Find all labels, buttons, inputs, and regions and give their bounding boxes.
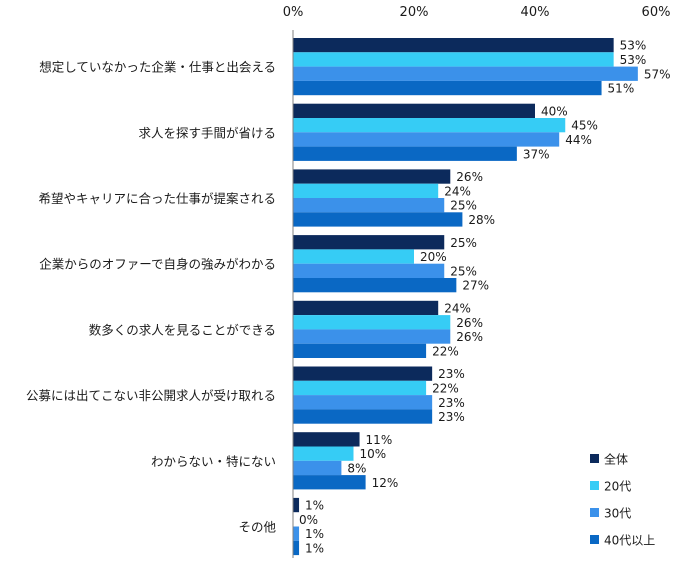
category-label: 数多くの求人を見ることができる (89, 322, 276, 337)
data-label: 40% (541, 104, 568, 118)
data-label: 26% (456, 170, 483, 184)
bar (293, 395, 433, 410)
bar (293, 249, 414, 264)
bar (293, 366, 433, 381)
data-label: 25% (450, 236, 477, 250)
data-label: 0% (299, 513, 318, 527)
data-label: 25% (450, 199, 477, 213)
x-tick-label: 40% (521, 5, 550, 20)
data-label: 11% (366, 433, 393, 447)
legend-swatch (590, 508, 599, 517)
bar (293, 409, 433, 424)
bar (293, 432, 360, 447)
bar (293, 52, 614, 67)
bar (293, 497, 300, 513)
category-label: 希望やキャリアに合った仕事が提案される (38, 191, 276, 206)
data-label: 45% (571, 119, 598, 133)
bar (293, 460, 342, 476)
data-label: 23% (438, 410, 465, 424)
data-label: 53% (620, 39, 647, 53)
data-label: 25% (450, 264, 477, 278)
bar (293, 315, 451, 330)
category-label: 公募には出てこない非公開求人が受け取れる (26, 388, 276, 403)
data-label: 8% (347, 461, 366, 475)
data-label: 22% (432, 344, 459, 358)
bar (293, 235, 445, 250)
data-label: 53% (620, 53, 647, 67)
data-label: 44% (565, 133, 592, 147)
data-label: 24% (444, 301, 471, 315)
category-label: 想定していなかった企業・仕事と出会える (39, 60, 276, 75)
legend: 全体 20代 30代 40代以上 (590, 452, 655, 548)
x-tick-label: 0% (283, 5, 304, 20)
bar (293, 212, 463, 227)
data-label: 1% (305, 527, 324, 541)
bar (293, 146, 517, 161)
bar (293, 446, 354, 461)
data-label: 23% (438, 396, 465, 410)
data-label: 57% (644, 67, 671, 81)
bar (293, 169, 451, 184)
category-label: その他 (238, 520, 276, 535)
category-label: 企業からのオファーで自身の強みがわかる (39, 257, 276, 272)
bar (293, 118, 566, 133)
data-label: 22% (432, 381, 459, 395)
category-labels: 想定していなかった企業・仕事と出会える求人を探す手間が省ける希望やキャリアに合っ… (26, 60, 277, 535)
bar (293, 540, 300, 556)
data-label: 26% (456, 330, 483, 344)
bar (293, 300, 439, 316)
legend-label: 30代 (604, 507, 631, 521)
data-label: 27% (462, 279, 489, 293)
data-label: 51% (608, 82, 635, 96)
bar (293, 263, 445, 278)
x-tick-label: 20% (400, 5, 429, 20)
data-label: 12% (372, 476, 399, 490)
category-label: 求人を探す手間が省ける (138, 125, 276, 140)
data-label: 23% (438, 367, 465, 381)
data-label: 26% (456, 316, 483, 330)
data-label: 24% (444, 184, 471, 198)
category-label: わからない・特にない (151, 454, 276, 469)
legend-label: 40代以上 (604, 534, 655, 548)
bar (293, 183, 439, 198)
data-label: 10% (360, 447, 387, 461)
bar (293, 198, 445, 213)
bar (293, 80, 602, 96)
legend-swatch (590, 454, 599, 463)
bar (293, 38, 614, 53)
bar (293, 526, 300, 541)
data-label: 37% (523, 147, 550, 161)
x-axis-ticks: 0% 20% 40% 60% (283, 5, 671, 20)
bar (293, 475, 366, 490)
legend-label: 20代 (604, 480, 631, 494)
bar (293, 278, 457, 293)
legend-swatch (590, 481, 599, 490)
bar (293, 329, 451, 344)
legend-label: 全体 (604, 452, 628, 467)
data-label: 1% (305, 499, 324, 513)
x-tick-label: 60% (642, 5, 671, 20)
bar (293, 380, 427, 396)
data-label: 1% (305, 541, 324, 555)
data-label: 20% (420, 250, 447, 264)
bar (293, 103, 535, 118)
data-label: 28% (468, 213, 495, 227)
bars (293, 38, 638, 556)
bar (293, 132, 560, 147)
bar (293, 343, 427, 358)
legend-swatch (590, 535, 599, 544)
value-labels: 53%53%57%51%40%45%44%37%26%24%25%28%25%2… (299, 39, 671, 556)
bar (293, 66, 638, 81)
